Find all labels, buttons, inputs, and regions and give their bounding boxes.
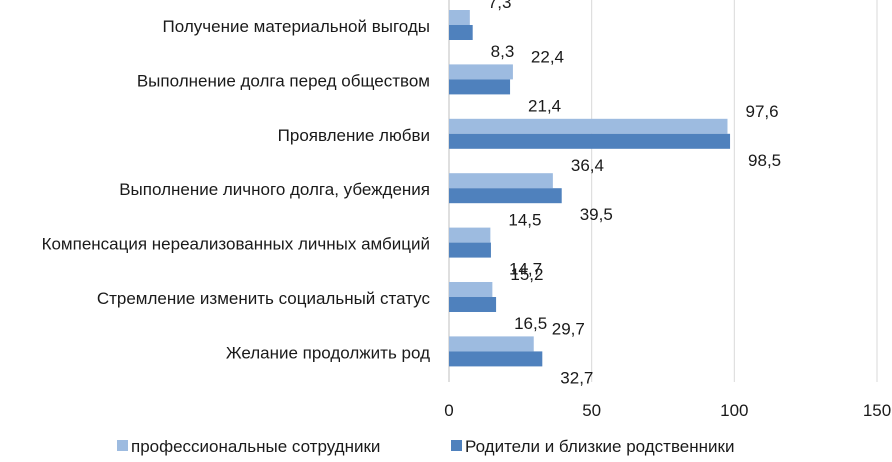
data-label: 36,4 [571,156,604,175]
bar-professional [449,173,553,189]
category-label: Проявление любви [278,126,430,145]
data-label: 16,5 [514,314,547,333]
data-label: 14,5 [508,211,541,230]
bar-professional [449,336,534,352]
data-label: 14,7 [509,260,542,279]
data-label: 22,4 [531,47,564,66]
category-label: Компенсация нереализованных личных амбиц… [42,235,430,254]
x-tick-label: 50 [582,401,601,420]
bar-parents [449,188,562,204]
category-label: Выполнение личного долга, убеждения [119,180,430,199]
x-tick-label: 150 [863,401,891,420]
x-tick-label: 100 [720,401,748,420]
data-label: 21,4 [528,96,561,115]
x-tick-label: 0 [444,401,453,420]
data-label: 15,2 [510,265,543,284]
data-label: 8,3 [491,42,515,61]
data-label: 32,7 [560,368,593,387]
bars [449,10,731,367]
legend: профессиональные сотрудники Родители и бл… [117,437,734,456]
bar-professional [449,227,491,243]
bar-parents [449,79,511,95]
bar-professional [449,118,728,134]
bar-parents [449,133,731,149]
legend-swatch [451,440,462,451]
data-label: 7,3 [488,0,512,12]
bar-parents [449,297,497,312]
x-axis-ticks: 0 50 100 150 [444,401,891,420]
category-label: Желание продолжить род [226,343,430,362]
bar-professional [449,10,470,25]
bar-parents [449,25,473,40]
data-labels: 7,3 8,3 22,4 21,4 97,6 98,5 36,4 39,5 14,5 14,715… [488,0,781,387]
data-label: 39,5 [580,205,613,224]
category-label: Выполнение долга перед обществом [137,71,430,90]
category-label: Получение материальной выгоды [163,17,430,36]
legend-label: Родители и близкие родственники [465,437,734,456]
category-labels: Получение материальной выгоды Выполнение … [42,17,431,362]
data-label: 29,7 [552,319,585,338]
legend-swatch [117,440,128,451]
category-label: Стремление изменить социальный статус [97,289,431,308]
bar-parents [449,351,543,367]
data-label: 97,6 [745,102,778,121]
bar-professional [449,282,493,297]
bar-professional [449,64,513,80]
data-label: 98,5 [748,151,781,170]
bar-parents [449,242,491,258]
legend-label: профессиональные сотрудники [131,437,380,456]
